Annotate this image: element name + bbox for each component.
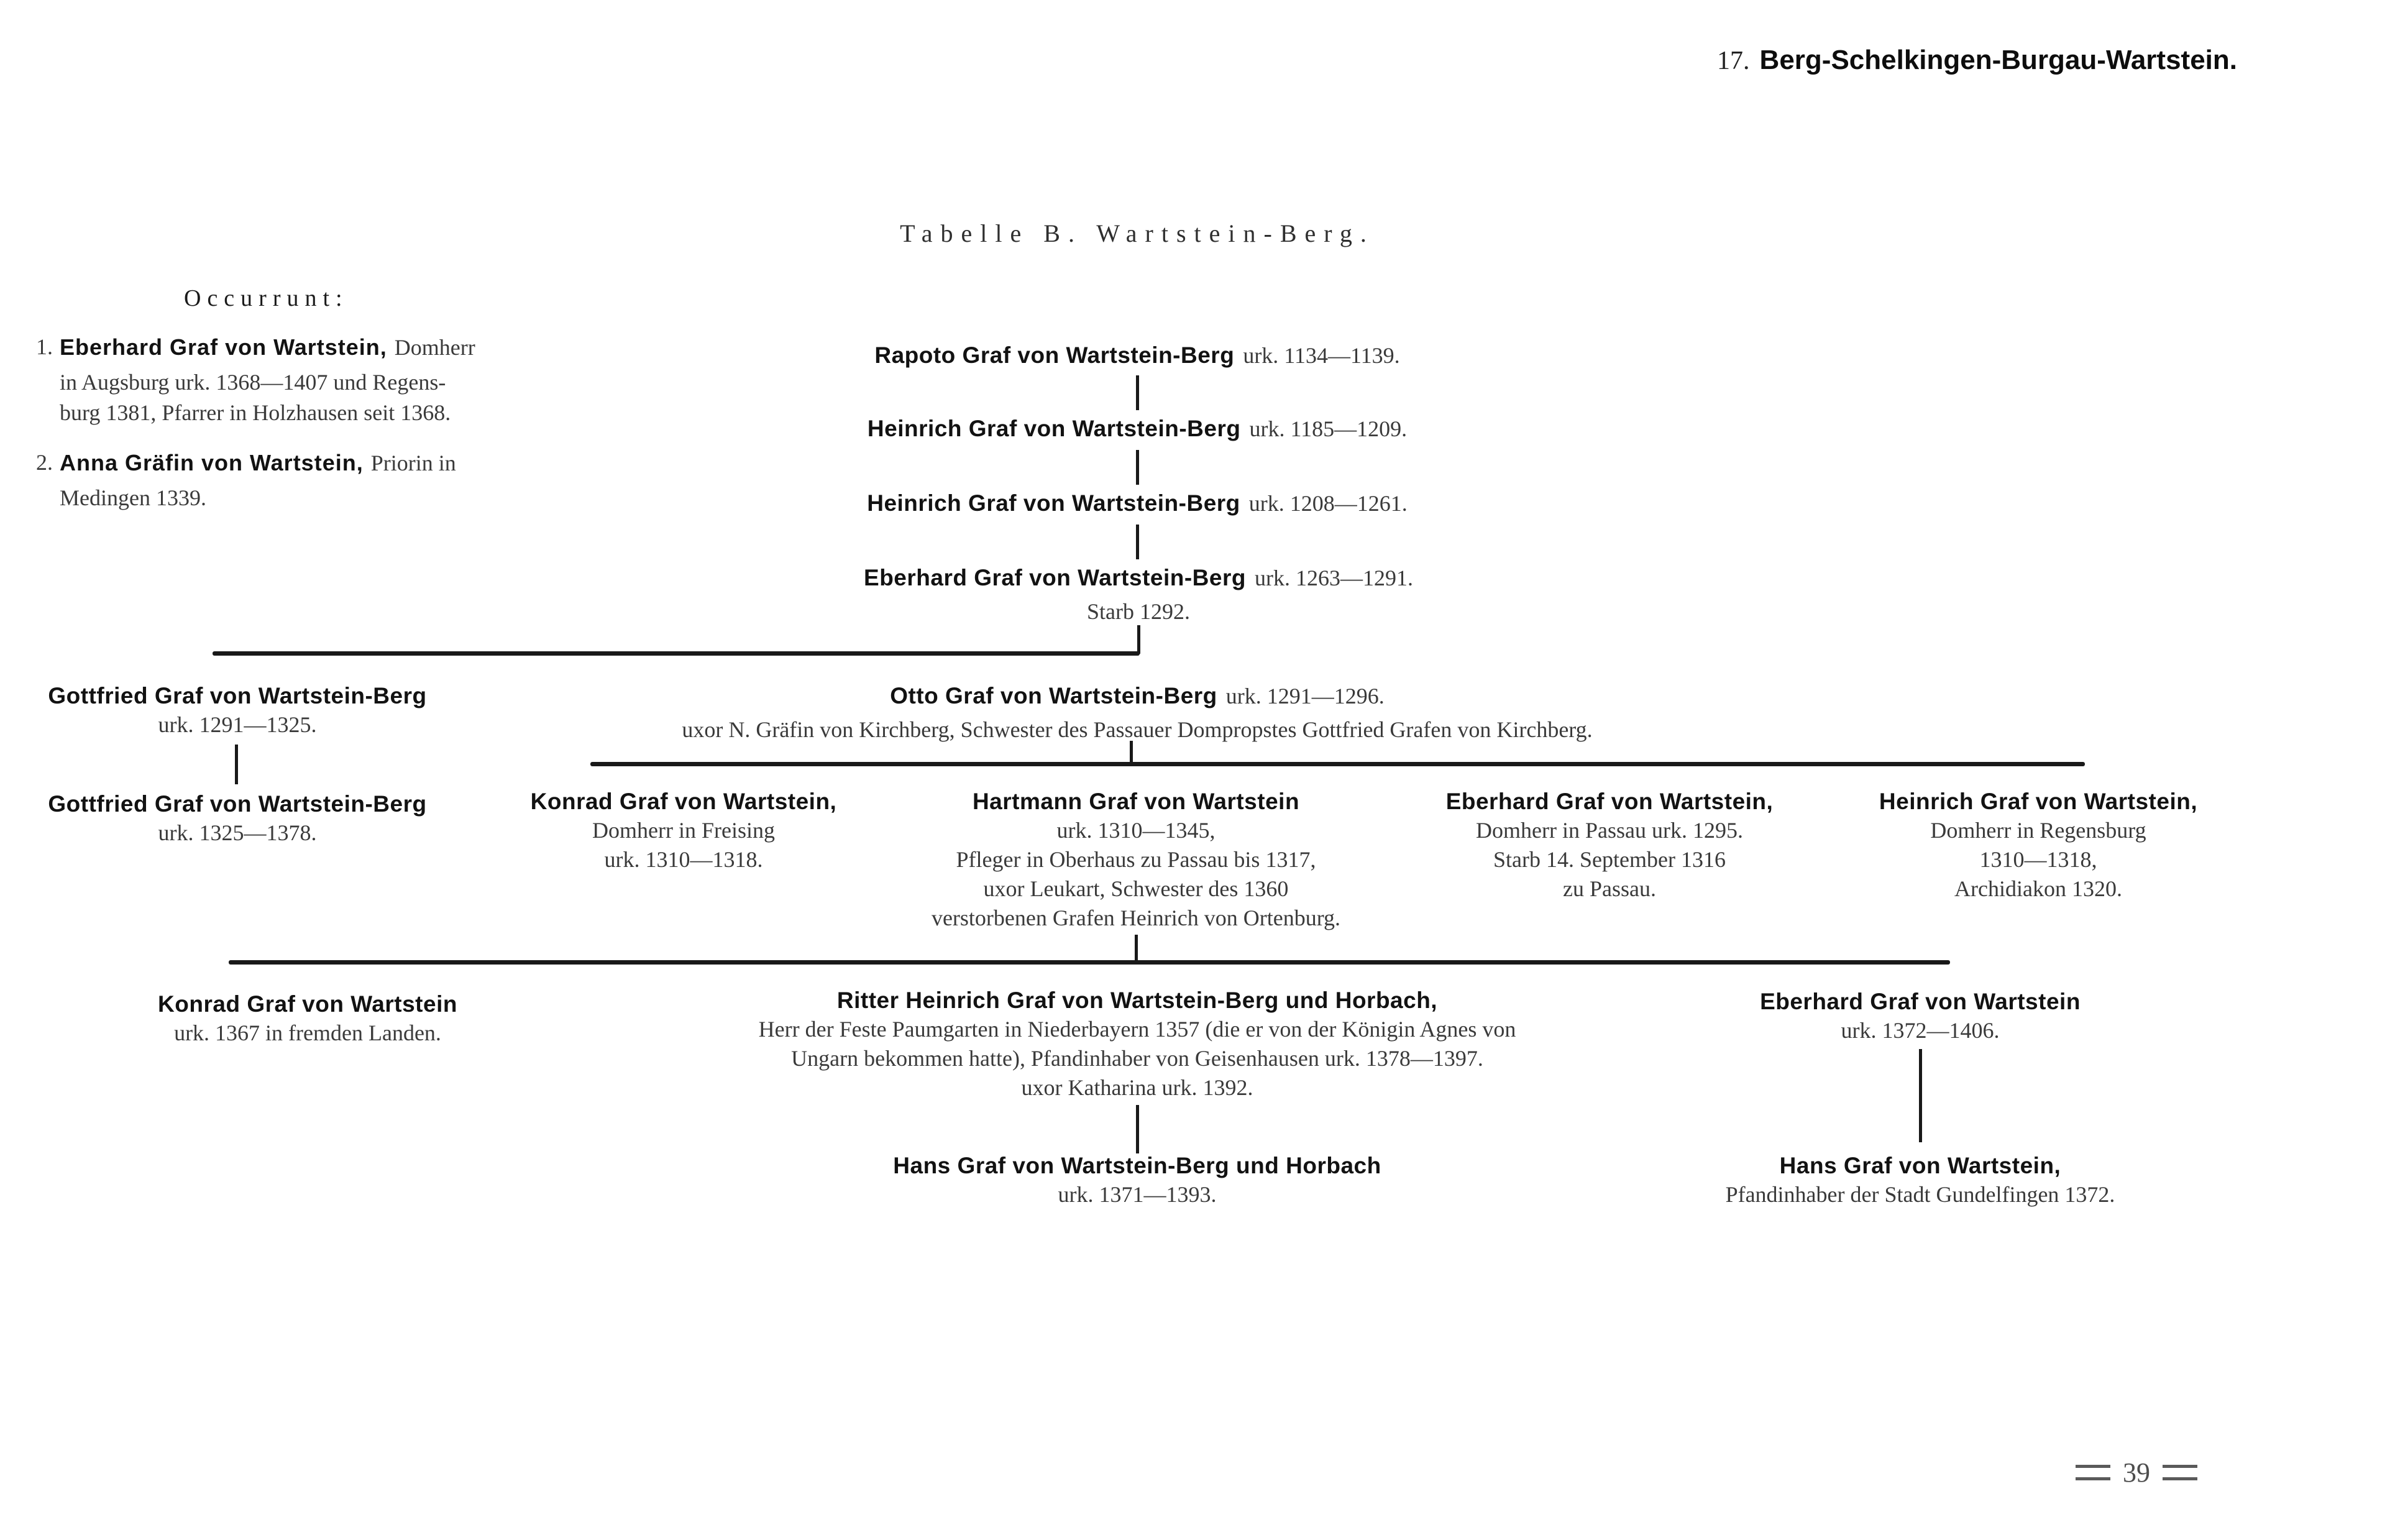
tree-node-hans-horbach: Hans Graf von Wartstein-Berg und Horbach… (893, 1151, 1381, 1209)
table-title: Tabelle B. Wartstein-Berg. (900, 219, 1375, 247)
tree-node-eberhard-1372: Eberhard Graf von Wartstein urk. 1372—14… (1760, 987, 2081, 1045)
tree-node-gottfried-1291: Gottfried Graf von Wartstein-Berg urk. 1… (48, 681, 426, 740)
connector-line (1135, 935, 1138, 962)
person-spouse: uxor N. Gräfin von Kirchberg, Schwester … (682, 717, 1593, 742)
connector-line (1136, 525, 1139, 559)
item-number: 1. (36, 334, 53, 359)
tree-node-konrad-domherr: Konrad Graf von Wartstein, Domherr in Fr… (531, 787, 837, 874)
running-head: 17. Berg-Schelkingen-Burgau-Wartstein. (1717, 45, 2237, 76)
person-dates: 1310—1318, (1979, 847, 2097, 872)
person-name: Hartmann Graf von Wartstein (972, 789, 1300, 814)
person-detail: Archidiakon 1320. (1954, 876, 2122, 901)
page-number-ornament (2076, 1465, 2110, 1480)
connector-branch-line (590, 762, 2085, 766)
page-number: 39 (2123, 1457, 2150, 1488)
tree-node-otto: Otto Graf von Wartstein-Berg urk. 1291—12… (682, 681, 1592, 745)
occurrunt-heading: Occurrunt: (184, 285, 349, 311)
item-number: 2. (36, 450, 53, 475)
person-name: Rapoto Graf von Wartstein-Berg (874, 342, 1235, 368)
person-dates: urk. 1310—1318. (604, 847, 763, 872)
person-name: Hans Graf von Wartstein, (1779, 1153, 2061, 1178)
person-detail: Ungarn bekommen hatte), Pfandinhaber von… (791, 1046, 1483, 1071)
person-name: Ritter Heinrich Graf von Wartstein-Berg … (836, 988, 1438, 1013)
person-detail: Starb 14. September 1316 (1493, 847, 1726, 872)
person-name: Gottfried Graf von Wartstein-Berg (48, 791, 427, 817)
item-line: Medingen 1339. (60, 485, 206, 510)
person-name: Heinrich Graf von Wartstein-Berg (867, 490, 1240, 516)
person-name: Anna Gräfin von Wartstein, (60, 450, 364, 475)
person-dates: urk. 1367 in fremden Landen. (174, 1020, 441, 1045)
connector-line (1137, 625, 1140, 654)
tree-node-heinrich-1185: Heinrich Graf von Wartstein-Berg urk. 118… (868, 414, 1407, 448)
person-detail: Herr der Feste Paumgarten in Niederbayer… (758, 1017, 1516, 1042)
connector-line (1136, 450, 1139, 485)
person-name: Konrad Graf von Wartstein, (530, 789, 837, 814)
person-detail: Priorin in (370, 451, 456, 475)
connector-line (1130, 741, 1133, 764)
person-detail: Pfandinhaber der Stadt Gundelfingen 1372… (1725, 1182, 2115, 1207)
person-name: Konrad Graf von Wartstein (158, 991, 457, 1017)
person-dates: urk. 1371—1393. (1058, 1182, 1217, 1207)
item-line: in Augsburg urk. 1368—1407 und Regens- (60, 370, 446, 395)
item-line: Anna Gräfin von Wartstein, Priorin in (60, 447, 456, 483)
connector-line (1136, 1105, 1139, 1153)
person-detail: Domherr in Regensburg (1930, 818, 2146, 843)
tree-node-hans-gundelfingen: Hans Graf von Wartstein, Pfandinhaber de… (1726, 1151, 2115, 1209)
person-detail: zu Passau. (1563, 876, 1656, 901)
item-line: burg 1381, Pfarrer in Holzhausen seit 13… (60, 400, 451, 425)
person-name: Heinrich Graf von Wartstein, (1879, 789, 2198, 814)
person-dates: urk. 1291—1296. (1225, 684, 1385, 708)
person-name: Heinrich Graf von Wartstein-Berg (867, 416, 1241, 441)
person-spouse: uxor Leukart, Schwester des 1360 (983, 876, 1289, 901)
tree-node-eberhard-1263: Eberhard Graf von Wartstein-Berg urk. 126… (864, 563, 1413, 626)
person-detail: Pfleger in Oberhaus zu Passau bis 1317, (956, 847, 1316, 872)
person-dates: urk. 1310—1345, (1056, 818, 1216, 843)
connector-line (1136, 375, 1139, 410)
person-name: Gottfried Graf von Wartstein-Berg (48, 683, 427, 708)
person-dates: urk. 1325—1378. (158, 820, 317, 845)
person-dates: urk. 1208—1261. (1248, 491, 1408, 516)
occurrunt-item-1: 1. Eberhard Graf von Wartstein, Domherr i… (36, 332, 552, 428)
person-dates: urk. 1263—1291. (1254, 566, 1413, 590)
person-spouse: uxor Katharina urk. 1392. (1021, 1075, 1253, 1100)
person-name: Eberhard Graf von Wartstein-Berg (864, 565, 1246, 590)
tree-node-ritter-heinrich: Ritter Heinrich Graf von Wartstein-Berg … (759, 986, 1516, 1102)
person-name: Hans Graf von Wartstein-Berg und Horbach (893, 1153, 1381, 1178)
tree-node-hartmann: Hartmann Graf von Wartstein urk. 1310—13… (932, 787, 1340, 933)
page-number-ornament (2163, 1465, 2197, 1480)
person-dates: urk. 1291—1325. (158, 712, 317, 737)
person-detail: Domherr in Freising (592, 818, 775, 843)
person-name: Eberhard Graf von Wartstein (1760, 989, 2081, 1014)
connector-line (235, 745, 238, 784)
tree-node-rapoto: Rapoto Graf von Wartstein-Berg urk. 1134—… (874, 341, 1399, 375)
tree-node-konrad-fremde: Konrad Graf von Wartstein urk. 1367 in f… (158, 989, 457, 1048)
person-detail: Domherr (394, 335, 475, 360)
tree-node-gottfried-1325: Gottfried Graf von Wartstein-Berg urk. 1… (48, 789, 426, 848)
connector-line (1919, 1049, 1922, 1142)
person-name: Eberhard Graf von Wartstein, (1445, 789, 1774, 814)
chapter-title: Berg-Schelkingen-Burgau-Wartstein. (1759, 45, 2237, 75)
person-dates: urk. 1134—1139. (1243, 343, 1400, 368)
person-dates: urk. 1185—1209. (1249, 416, 1408, 441)
person-detail: Domherr in Passau urk. 1295. (1476, 818, 1743, 843)
person-detail: Starb 1292. (1087, 599, 1190, 624)
tree-node-heinrich-regensburg: Heinrich Graf von Wartstein, Domherr in … (1879, 787, 2197, 904)
item-line: Eberhard Graf von Wartstein, Domherr (60, 332, 475, 367)
person-name: Eberhard Graf von Wartstein, (60, 334, 387, 360)
page-footer: 39 (2076, 1457, 2197, 1488)
person-dates: urk. 1372—1406. (1841, 1018, 2000, 1043)
person-spouse: verstorbenen Grafen Heinrich von Ortenbu… (931, 905, 1341, 930)
tree-node-eberhard-passau: Eberhard Graf von Wartstein, Domherr in … (1446, 787, 1774, 904)
chapter-number: 17. (1717, 47, 1750, 75)
connector-branch-line (229, 960, 1950, 965)
person-name: Otto Graf von Wartstein-Berg (890, 683, 1217, 708)
tree-node-heinrich-1208: Heinrich Graf von Wartstein-Berg urk. 120… (867, 488, 1408, 523)
connector-branch-line (213, 651, 1140, 656)
occurrunt-item-2: 2. Anna Gräfin von Wartstein, Priorin in … (36, 447, 552, 513)
